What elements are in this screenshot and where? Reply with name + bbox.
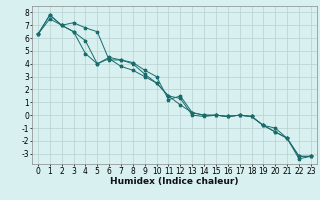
X-axis label: Humidex (Indice chaleur): Humidex (Indice chaleur) — [110, 177, 239, 186]
